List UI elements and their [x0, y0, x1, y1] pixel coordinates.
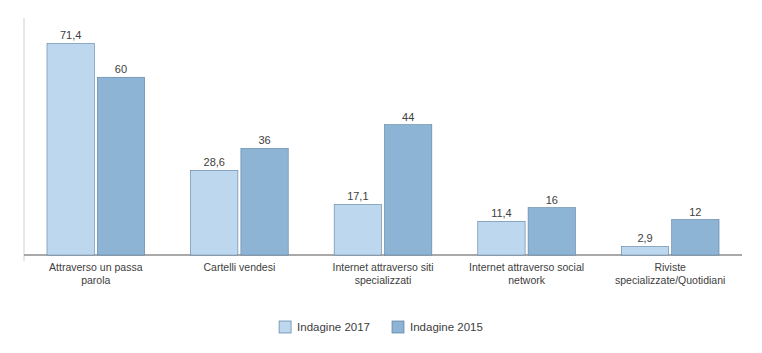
- x-tick-label-line: specializzati: [355, 274, 412, 286]
- data-label: 12: [689, 206, 701, 218]
- x-tick-label-line: Attraverso un passa: [49, 261, 143, 273]
- legend: Indagine 2017 Indagine 2015: [279, 321, 483, 333]
- legend-swatch: [279, 321, 291, 333]
- data-label: 17,1: [347, 190, 368, 202]
- bar: [334, 204, 381, 255]
- data-label: 16: [546, 194, 558, 206]
- x-tick-label-line: parola: [81, 274, 110, 286]
- data-label: 28,6: [204, 156, 225, 168]
- legend-label: Indagine 2017: [297, 321, 370, 333]
- x-tick-label: Rivistespecializzate/Quotidiani: [615, 261, 725, 286]
- x-axis: Attraverso un passaparola Cartelli vendes…: [49, 261, 725, 286]
- bar: [241, 148, 288, 255]
- x-tick-label: Internet attraverso socialnetwork: [469, 261, 584, 286]
- x-tick-label: Cartelli vendesi: [204, 261, 276, 273]
- x-tick-label-line: Internet attraverso siti: [333, 261, 434, 273]
- chart: 71,4 28,6 17,1 11,4 2,9 60 36 44 16 12 Attraverso …: [0, 0, 762, 353]
- x-tick-label-line: Riviste: [654, 261, 686, 273]
- legend-swatch: [392, 321, 404, 333]
- bar: [621, 246, 668, 255]
- bar: [97, 77, 144, 255]
- bar: [672, 220, 719, 256]
- data-label: 71,4: [60, 29, 81, 41]
- bar: [385, 125, 432, 255]
- data-label: 36: [258, 134, 270, 146]
- data-labels: 71,4 28,6 17,1 11,4 2,9 60 36 44 16 12: [60, 29, 702, 244]
- data-label: 2,9: [637, 232, 652, 244]
- x-tick-label-line: network: [508, 274, 546, 286]
- x-tick-label-line: Internet attraverso social: [469, 261, 584, 273]
- bar: [191, 170, 238, 255]
- legend-label: Indagine 2015: [410, 321, 483, 333]
- bar: [47, 43, 94, 255]
- x-tick-label-line: Cartelli vendesi: [204, 261, 276, 273]
- data-label: 60: [115, 63, 127, 75]
- x-tick-label-line: specializzate/Quotidiani: [615, 274, 725, 286]
- bar: [478, 221, 525, 255]
- data-label: 11,4: [491, 207, 512, 219]
- data-label: 44: [402, 111, 414, 123]
- y-axis-line: [24, 18, 25, 261]
- bar: [528, 208, 575, 255]
- x-tick-label: Internet attraverso sitispecializzati: [333, 261, 434, 286]
- x-tick-label: Attraverso un passaparola: [49, 261, 143, 286]
- bars: [47, 43, 719, 255]
